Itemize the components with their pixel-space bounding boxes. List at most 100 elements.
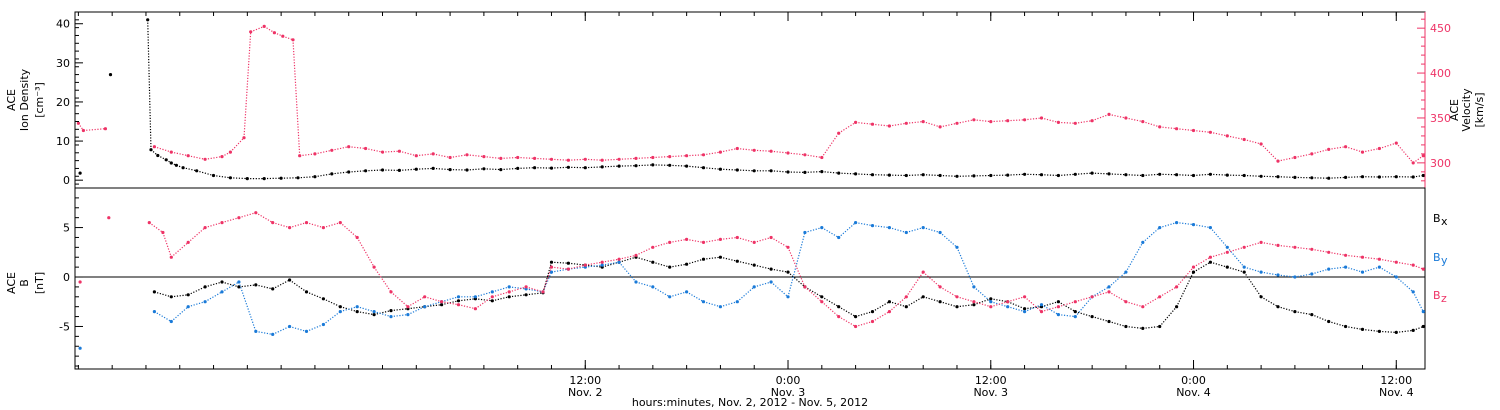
top-right-y-ticks: 300 350 400 450 — [1417, 18, 1451, 182]
top-left-tick-label: 0 — [63, 174, 70, 187]
bz-segment — [289, 222, 307, 229]
by-segment — [618, 261, 637, 283]
by-segment — [669, 291, 687, 298]
by-segment — [703, 301, 721, 308]
bottom-left-y-ticks: -5 0 5 — [59, 197, 83, 367]
velocity-segment — [669, 155, 687, 158]
bz-segment — [1311, 248, 1329, 253]
bx-segment — [1210, 261, 1228, 268]
bz-segment — [669, 238, 687, 243]
bz-segment — [1108, 291, 1127, 303]
velocity-segment — [1345, 146, 1363, 153]
bz-segment — [568, 264, 586, 270]
ion-density-segment — [1277, 176, 1295, 178]
velocity-segment — [568, 158, 586, 161]
velocity-segment — [889, 122, 907, 127]
velocity-segment — [635, 156, 653, 159]
top-right-ylabel-line2: Velocity — [1460, 88, 1473, 132]
bz-segment — [1041, 306, 1059, 313]
ion-density-segment — [213, 174, 231, 179]
velocity-segment — [585, 158, 603, 161]
by-segment — [736, 286, 755, 303]
ion-density-segment — [1193, 173, 1211, 177]
velocity-segment — [1091, 113, 1110, 122]
bx-segment — [923, 296, 941, 303]
velocity-segment — [551, 158, 569, 161]
velocity-segment — [1193, 129, 1211, 133]
bx-segment — [306, 291, 324, 300]
bz-segment — [458, 304, 476, 310]
velocity-segment — [1058, 121, 1076, 124]
velocity-segment — [1412, 155, 1424, 164]
bx-segment — [1294, 311, 1312, 316]
by-segment — [289, 325, 307, 332]
ion-density-segment — [940, 174, 958, 177]
bz-segment — [525, 286, 544, 293]
bx-segment — [1227, 266, 1245, 273]
by-segment — [441, 296, 459, 303]
bz-point — [147, 221, 151, 225]
bz-segment — [585, 261, 603, 266]
bx-segment — [154, 291, 172, 298]
bx-segment — [635, 256, 653, 263]
ion-density-segment — [466, 168, 484, 171]
bz-point — [1421, 267, 1425, 271]
ion-density-segment — [196, 170, 214, 177]
ion-density-segment — [517, 167, 535, 169]
bz-point — [78, 280, 82, 284]
by-segment — [1379, 266, 1397, 278]
velocity-segment — [1277, 156, 1296, 162]
bz-segment — [1125, 301, 1143, 308]
velocity-segment — [1041, 117, 1059, 123]
velocity-segment — [205, 156, 223, 160]
bottom-panel-frame — [74, 187, 1426, 370]
ion-density-segment — [551, 166, 569, 169]
bx-segment — [973, 298, 991, 306]
by-segment — [188, 301, 206, 308]
x-tick-date: Nov. 3 — [973, 386, 1008, 399]
top-right-tick-label: 400 — [1430, 67, 1451, 80]
velocity-segment — [500, 156, 518, 159]
by-segment — [1091, 286, 1110, 298]
by-segment — [939, 232, 958, 248]
by-segment — [1142, 227, 1161, 243]
bz-segment — [306, 222, 324, 229]
bz-segment — [889, 296, 907, 313]
bz-segment — [1227, 246, 1245, 253]
velocity-segment — [382, 150, 400, 153]
velocity-segment — [720, 147, 738, 153]
bz-segment — [602, 258, 620, 263]
ion-density-segment — [585, 166, 603, 169]
x-tick-date: Nov. 4 — [1176, 386, 1211, 399]
ion-density-segment — [1125, 174, 1143, 177]
legend-by-label: B — [1433, 251, 1441, 264]
x-tick-time: 12:00 — [1380, 374, 1412, 387]
by-segment — [306, 323, 324, 332]
by-segment — [170, 306, 189, 322]
by-segment — [154, 311, 172, 323]
by-segment — [424, 301, 442, 308]
by-segment — [1159, 222, 1177, 229]
velocity-segment — [923, 121, 941, 128]
top-left-ylabel-line3: [cm⁻³] — [33, 82, 46, 118]
bz-segment — [1058, 301, 1076, 308]
velocity-point — [103, 127, 107, 131]
legend-by-sub: y — [1441, 254, 1448, 267]
bx-segment — [618, 256, 637, 263]
by-segment — [1125, 242, 1144, 273]
velocity-segment — [1142, 121, 1160, 128]
ion-density-point — [1158, 172, 1162, 176]
x-tick-date: Nov. 2 — [568, 386, 603, 399]
velocity-segment — [243, 31, 252, 138]
velocity-segment — [171, 151, 189, 157]
velocity-segment — [787, 152, 805, 156]
velocity-segment — [1294, 153, 1312, 159]
by-segment — [357, 306, 375, 313]
velocity-segment — [1244, 138, 1262, 145]
ion-density-point — [1023, 172, 1027, 176]
by-segment — [1345, 266, 1363, 273]
by-segment — [956, 247, 975, 288]
bz-segment — [1396, 261, 1414, 266]
bz-segment — [238, 212, 256, 219]
